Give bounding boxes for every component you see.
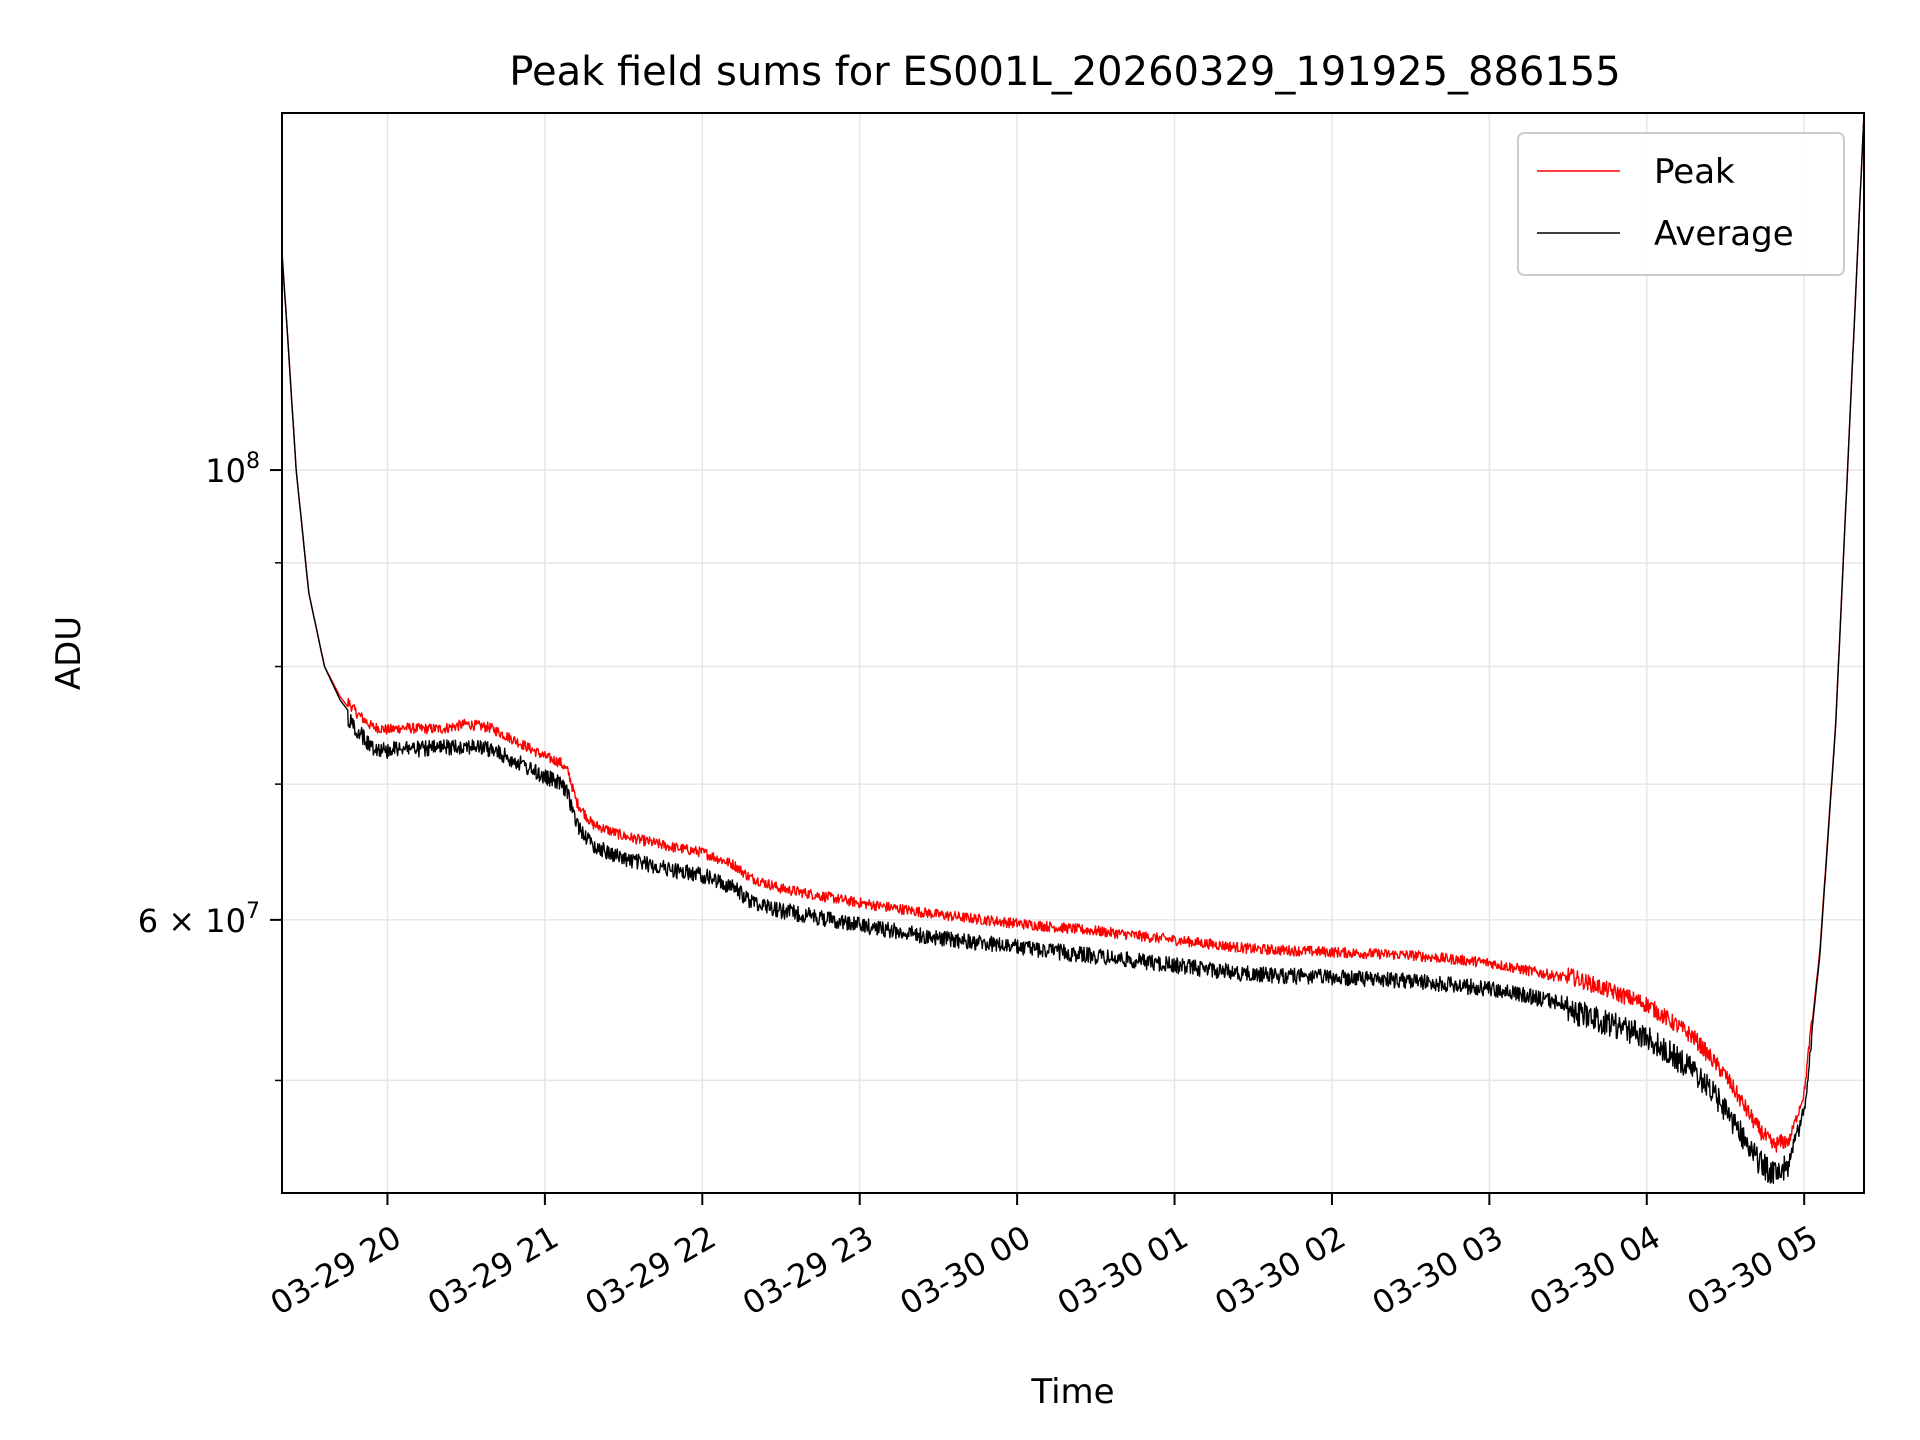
series-line-peak: [281, 112, 1865, 1153]
y-axis-label: ADU: [49, 616, 89, 690]
grid: [282, 113, 1864, 1193]
series-line-average: [281, 112, 1865, 1185]
legend-average-label: Average: [1654, 214, 1794, 254]
x-axis-label: Time: [1030, 1372, 1114, 1412]
plot-frame: [281, 112, 1865, 1194]
legend-box: [1517, 132, 1845, 276]
plot-series: [281, 112, 1865, 1185]
legend-peak-label: Peak: [1654, 152, 1735, 192]
y-tick-label: 108: [205, 449, 260, 490]
chart-title: Peak field sums for ES001L_20260329_1919…: [509, 49, 1620, 95]
legend: Peak Average: [1517, 132, 1845, 276]
y-tick-label: 6 × 107: [138, 899, 260, 940]
y-axis-ticks: 108 6 × 107: [138, 449, 282, 1082]
